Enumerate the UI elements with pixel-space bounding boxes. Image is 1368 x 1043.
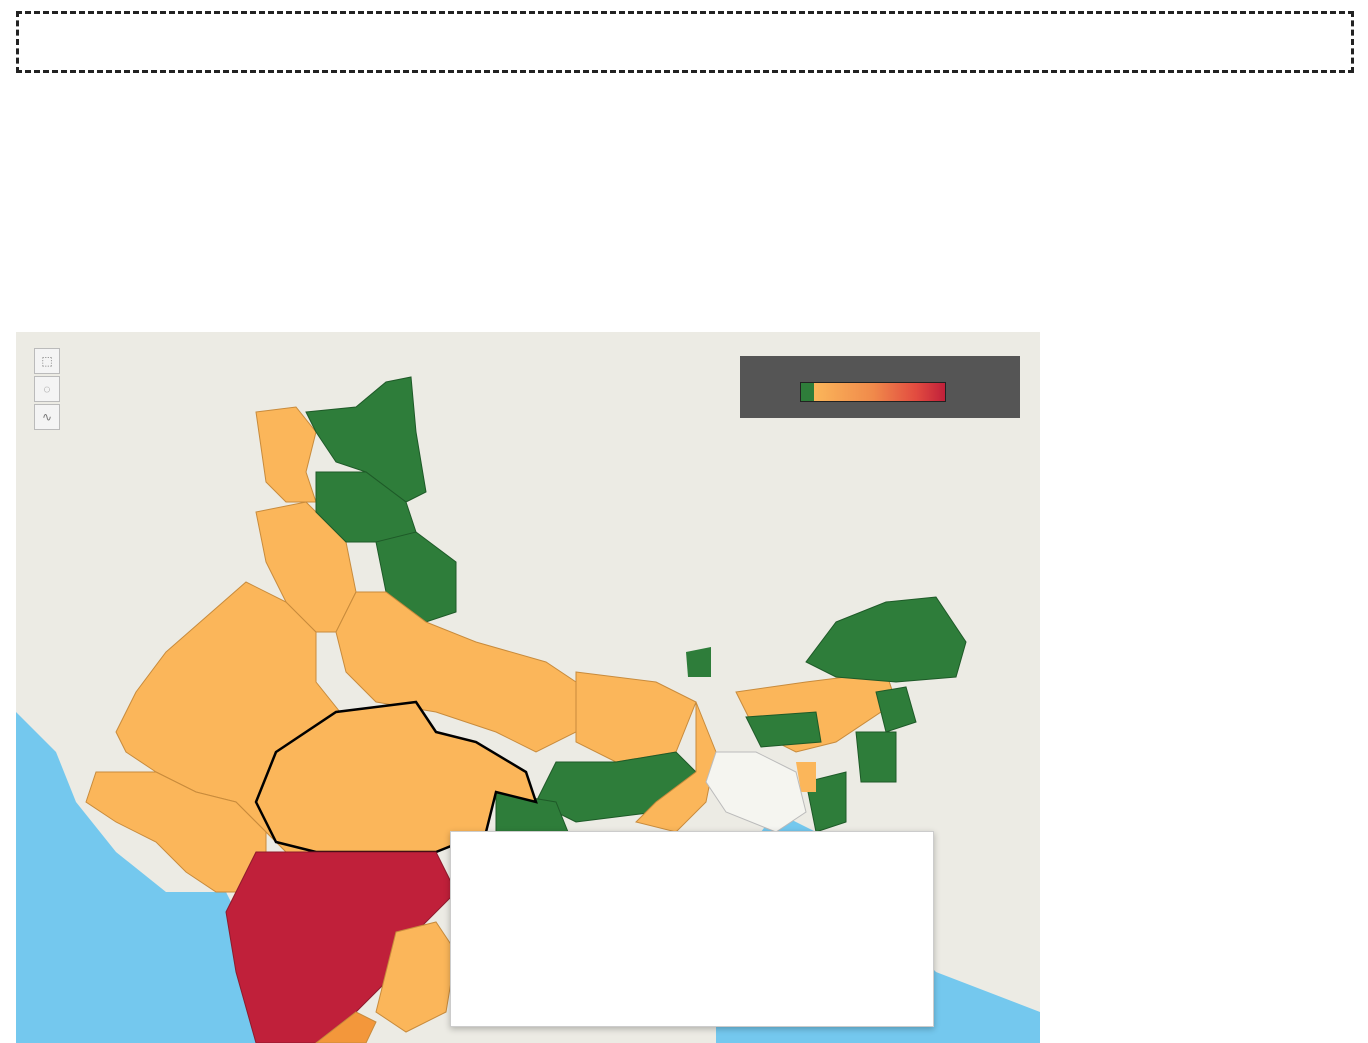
bangladesh [705, 751, 807, 833]
state-sikkim [686, 647, 711, 677]
state-arunachal [805, 596, 967, 683]
state-telangana [375, 921, 457, 1033]
arabian-sea [16, 712, 256, 1043]
state-jammu-kashmir [255, 406, 317, 503]
lasso-select-icon[interactable]: ∿ [34, 404, 60, 430]
recovered-deaths-chart[interactable] [1200, 204, 1360, 1043]
dashboard-title-box [16, 11, 1354, 73]
state-bihar [575, 671, 697, 763]
india-map[interactable]: ⬚ ◌ ∿ [16, 332, 1040, 1043]
state-uttar-pradesh [335, 591, 577, 753]
state-tripura [796, 762, 816, 792]
legend-color-bar [800, 382, 946, 402]
active-legend [740, 356, 1020, 418]
state-nagaland [875, 686, 917, 733]
state-tooltip [450, 831, 934, 1027]
state-ladakh [305, 376, 427, 503]
state-manipur [855, 731, 897, 783]
state-karnataka [315, 1011, 377, 1043]
state-madhya-pradesh [254, 700, 538, 854]
state-meghalaya [745, 711, 822, 748]
rect-select-icon[interactable]: ⬚ [34, 348, 60, 374]
radial-select-icon[interactable]: ◌ [34, 376, 60, 402]
